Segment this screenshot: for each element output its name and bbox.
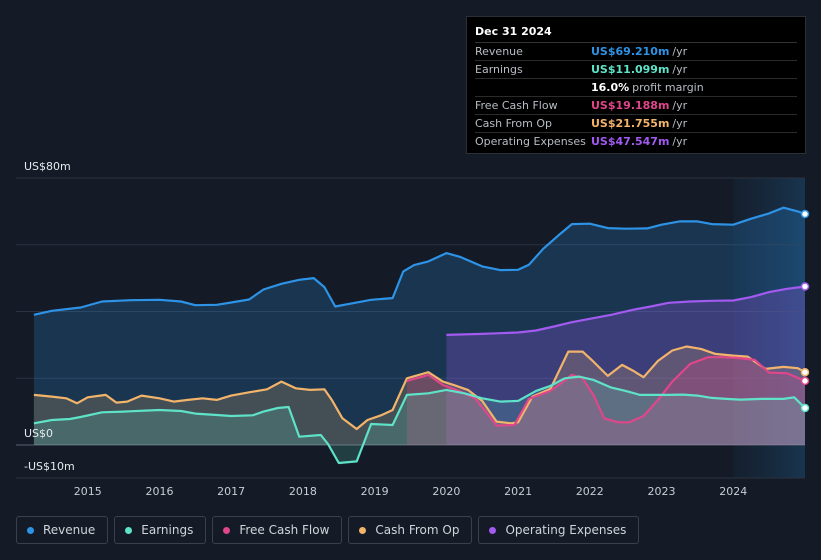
tooltip-unit: /yr <box>672 45 688 58</box>
legend-dot-icon <box>125 526 133 534</box>
series-endpoint <box>800 403 810 413</box>
tooltip-value: US$19.188m <box>591 99 670 112</box>
series-line-operating-expenses <box>446 285 806 336</box>
tooltip-panel: Dec 31 2024 Revenue US$69.210m /yr Earni… <box>466 16 806 154</box>
y-tick-label: -US$10m <box>24 460 75 473</box>
tooltip-value: 16.0% <box>591 81 630 94</box>
y-tick-label: US$80m <box>24 160 71 173</box>
tooltip-value: US$47.547m <box>591 135 670 148</box>
x-tick-label: 2021 <box>504 485 532 498</box>
tooltip-row-free-cash-flow: Free Cash Flow US$19.188m /yr <box>475 97 797 115</box>
y-axis-labels: US$80m US$0 -US$10m <box>24 160 75 473</box>
series-endpoints <box>800 209 810 413</box>
legend-label: Revenue <box>43 523 96 537</box>
series-line-cash-from-op <box>33 345 806 431</box>
legend-item-revenue[interactable]: Revenue <box>16 516 109 544</box>
x-tick-label: 2018 <box>289 485 317 498</box>
forecast-highlight-band <box>733 178 805 478</box>
tooltip-value: US$11.099m <box>591 63 670 76</box>
tooltip-unit: /yr <box>672 63 688 76</box>
tooltip-row-cash-from-op: Cash From Op US$21.755m /yr <box>475 115 797 133</box>
x-tick-label: 2017 <box>217 485 245 498</box>
series-line-free-cash-flow <box>406 356 806 427</box>
series-area-earnings <box>33 376 805 463</box>
tooltip-label: Revenue <box>475 45 523 58</box>
tooltip-unit: profit margin <box>632 81 704 94</box>
legend-label: Operating Expenses <box>505 523 627 537</box>
series-endpoint <box>800 367 810 377</box>
y-tick-label: US$0 <box>24 427 53 440</box>
x-tick-label: 2015 <box>74 485 102 498</box>
legend-item-cash-from-op[interactable]: Cash From Op <box>348 516 473 544</box>
series-lines <box>33 206 806 465</box>
legend-item-operating-expenses[interactable]: Operating Expenses <box>478 516 640 544</box>
legend-item-earnings[interactable]: Earnings <box>114 516 207 544</box>
legend-label: Free Cash Flow <box>239 523 330 537</box>
legend-label: Cash From Op <box>375 523 460 537</box>
legend-dot-icon <box>27 526 34 534</box>
tooltip-label: Earnings <box>475 63 523 76</box>
series-endpoint <box>800 376 810 386</box>
series-area-revenue <box>33 207 805 445</box>
tooltip-unit: /yr <box>672 99 688 112</box>
x-tick-label: 2016 <box>145 485 173 498</box>
tooltip-label <box>475 79 591 96</box>
tooltip-row-profit-margin: 16.0% profit margin <box>475 79 797 97</box>
tooltip-label: Operating Expenses <box>475 135 586 148</box>
tooltip-row-operating-expenses: Operating Expenses US$47.547m /yr <box>475 133 797 150</box>
legend-label: Earnings <box>141 523 194 537</box>
legend-dot-icon <box>223 526 231 534</box>
tooltip-value: US$21.755m <box>591 117 670 130</box>
legend-item-free-cash-flow[interactable]: Free Cash Flow <box>212 516 343 544</box>
tooltip-label: Cash From Op <box>475 117 553 130</box>
legend-dot-icon <box>359 526 367 534</box>
tooltip-label: Free Cash Flow <box>475 99 558 112</box>
tooltip-row-revenue: Revenue US$69.210m /yr <box>475 43 797 61</box>
x-axis-labels: 2015 2016 2017 2018 2019 2020 2021 2022 2023 2024 <box>74 485 748 498</box>
series-line-earnings <box>33 375 806 465</box>
x-tick-label: 2023 <box>648 485 676 498</box>
x-tick-label: 2020 <box>432 485 460 498</box>
x-tick-label: 2019 <box>361 485 389 498</box>
series-areas <box>33 207 805 463</box>
tooltip-unit: /yr <box>672 117 688 130</box>
legend: Revenue Earnings Free Cash Flow Cash Fro… <box>16 516 640 544</box>
tooltip-value: US$69.210m <box>591 45 670 58</box>
legend-dot-icon <box>489 526 497 534</box>
tooltip-row-earnings: Earnings US$11.099m /yr <box>475 61 797 79</box>
series-area-free-cash-flow <box>406 357 805 445</box>
series-endpoint <box>800 282 810 291</box>
x-tick-label: 2024 <box>719 485 747 498</box>
series-line-revenue <box>33 206 806 316</box>
x-tick-label: 2022 <box>576 485 604 498</box>
series-endpoint <box>800 209 810 219</box>
tooltip-unit: /yr <box>672 135 688 148</box>
tooltip-date: Dec 31 2024 <box>475 24 797 43</box>
